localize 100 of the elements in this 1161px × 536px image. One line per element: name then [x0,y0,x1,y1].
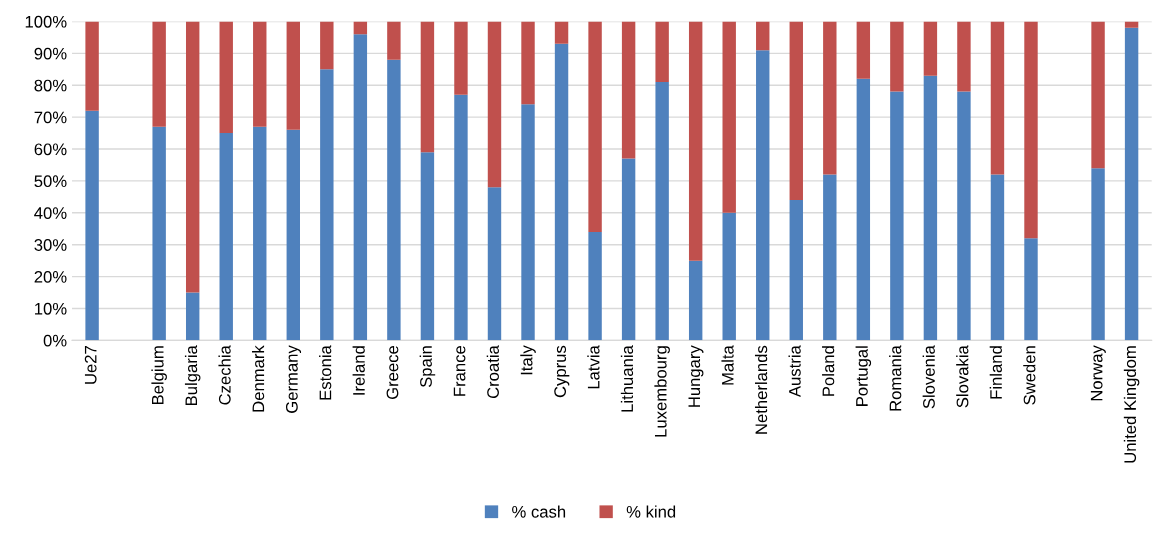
x-tick-label: Estonia [319,345,332,400]
bar [185,21,200,293]
x-tick-label: Ireland [352,346,365,395]
x-tick-label: United Kingdom [1123,346,1140,463]
bar [1124,27,1139,341]
x-tick-label: Romania [889,345,902,411]
bar [521,21,535,105]
bar [655,21,669,83]
bar [219,21,233,134]
x-tick-label: Belgium [151,346,167,405]
bar [353,34,368,341]
bar [1024,21,1038,239]
x-tick-label: Finland [989,346,1002,399]
bar [856,78,871,341]
bar [487,21,502,188]
bar [588,231,602,341]
y-tick-label: 90% [34,47,67,60]
bar [1091,21,1105,169]
x-tick-label: Italy [520,345,536,375]
bar [152,21,166,127]
bar [990,174,1005,341]
bar [923,21,938,76]
bar [85,21,99,111]
bar [789,200,803,341]
x-tick-label: Czechia [218,345,231,405]
x-tick-label: Bulgaria [184,345,201,405]
bar [722,21,736,213]
bar [420,152,435,341]
x-tick-label: Netherlands [754,345,768,434]
x-tick-label: Norway [1090,345,1106,401]
x-tick-label: Germany [285,345,302,413]
bar [789,21,803,201]
bar [1124,21,1139,28]
bar [387,21,401,60]
x-tick-label: Ue27 [84,346,97,384]
x-tick-label: Poland [822,346,835,396]
y-tick-label: 40% [34,207,67,219]
y-tick-label: 100% [25,15,67,28]
x-tick-label: Latvia [587,345,600,389]
bar [655,82,669,341]
bar [1024,238,1038,341]
x-tick-label: Hungary [688,345,704,407]
y-tick-label: 70% [34,111,67,124]
bar [890,91,904,341]
x-tick-label: Austria [788,345,801,398]
y-tick-label: 10% [35,302,67,315]
y-tick-label: 20% [34,270,67,283]
bar [823,21,837,175]
bar [588,21,602,232]
bar [856,21,871,79]
bar [823,174,837,341]
bar [621,21,636,159]
bar [320,69,334,341]
bar [521,104,535,341]
bar [756,50,770,341]
y-tick-label: 80% [34,79,67,92]
bar [890,21,904,92]
bar [420,21,435,153]
bar [554,43,569,341]
x-tick-label: Greece [386,345,399,400]
y-tick-label: 50% [34,175,67,188]
bar [454,94,468,341]
bar [957,91,971,341]
bar [688,21,703,261]
x-tick-label: Luxembourg [654,346,670,437]
bar [353,21,368,35]
x-tick-label: France [453,345,466,396]
bar [286,129,300,341]
bar [923,75,938,341]
bar [756,21,770,51]
bar [253,126,267,341]
bar [722,212,736,341]
bar [990,21,1005,175]
bar [688,260,703,341]
bar [85,110,99,341]
x-tick-label: Lithuania [620,345,634,412]
bar [387,59,401,341]
bar [487,187,502,341]
bar [253,21,267,127]
x-tick-label: Malta [721,345,734,385]
bar [454,21,468,95]
legend-label: % cash [512,505,566,518]
bar [219,133,233,341]
bar [152,126,166,341]
x-tick-label: Portugal [855,346,872,406]
x-tick-label: Croatia [486,345,499,399]
y-tick-label: 30% [34,239,67,251]
bar [185,292,200,341]
bar [554,21,569,44]
bar [286,21,300,130]
y-tick-label: 60% [34,143,67,156]
y-tick-label: 0% [43,334,67,347]
bar [621,158,636,341]
bar [1091,168,1105,341]
legend-label: % kind [626,505,676,518]
x-tick-label: Cyprus [554,345,570,398]
x-tick-label: Sweden [1023,346,1036,405]
x-tick-label: Denmark [251,345,265,412]
bar [320,21,334,70]
x-tick-label: Slovenia [922,345,935,409]
